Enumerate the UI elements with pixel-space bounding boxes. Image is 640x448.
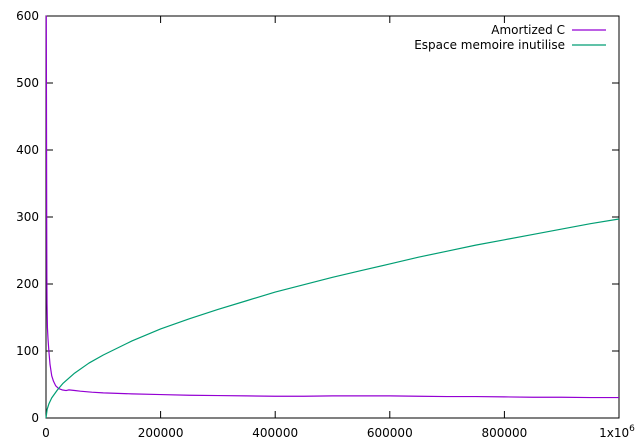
- series-line-espace-memoire-inutilise: [45, 218, 620, 419]
- series-lines: [45, 15, 620, 419]
- x-tick-label: 800000: [481, 426, 527, 440]
- y-tick-label: 400: [16, 143, 39, 157]
- y-tick-label: 600: [16, 9, 39, 23]
- plot-frame: [45, 15, 620, 419]
- x-tick-label: 400000: [252, 426, 298, 440]
- legend-label: Amortized C: [491, 23, 565, 37]
- x-tick-label: 0: [42, 426, 50, 440]
- x-tick-label: 1x106: [599, 424, 635, 440]
- x-tick-exponent: 6: [629, 424, 635, 434]
- y-tick-label: 500: [16, 76, 39, 90]
- x-tick-label: 200000: [138, 426, 184, 440]
- y-tick-label: 200: [16, 277, 39, 291]
- legend-label: Espace memoire inutilise: [414, 38, 565, 52]
- y-tick-label: 100: [16, 344, 39, 358]
- y-tick-label: 300: [16, 210, 39, 224]
- axis-ticks: 0 100 200 300 400 500 600 0 200000 400000 600000 80…: [16, 9, 635, 440]
- y-tick-label: 0: [31, 411, 39, 425]
- x-tick-label: 600000: [367, 426, 413, 440]
- series-line-amortized-c: [45, 15, 619, 399]
